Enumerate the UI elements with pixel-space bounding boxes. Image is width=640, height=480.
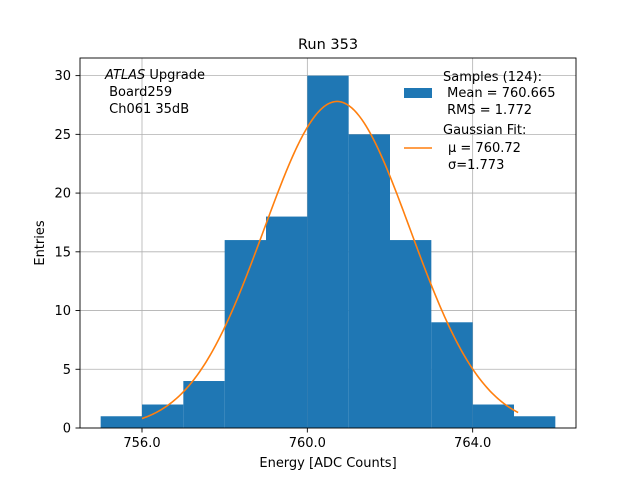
annotation-line-2: Board259: [105, 85, 172, 100]
histogram-bar: [348, 134, 390, 428]
y-tick-label: 0: [63, 422, 71, 437]
y-tick-label: 5: [63, 363, 71, 378]
legend: Samples (124): Mean = 760.665 RMS = 1.77…: [404, 70, 555, 173]
histogram-bar: [431, 322, 473, 428]
x-axis-label: Energy [ADC Counts]: [259, 456, 396, 471]
y-tick-label: 15: [54, 245, 71, 260]
histogram-bar: [514, 416, 556, 428]
histogram-bar: [183, 381, 225, 428]
histogram-bar: [224, 240, 266, 428]
y-tick-label: 30: [54, 69, 71, 84]
info-annotation: ATLAS Upgrade Board259 Ch061 35dB: [104, 68, 205, 117]
y-tick-label: 25: [54, 128, 71, 143]
x-tick-label: 764.0: [454, 436, 491, 451]
legend-samples-rms: RMS = 1.772: [443, 103, 532, 118]
legend-fit-sigma: σ=1.773: [448, 158, 504, 173]
x-tick-label: 760.0: [289, 436, 326, 451]
x-axis-ticks: 756.0 760.0 764.0: [123, 428, 491, 451]
annotation-line-1: ATLAS Upgrade: [104, 68, 205, 83]
histogram-bar: [390, 240, 432, 428]
legend-fit-mu: μ = 760.72: [448, 141, 521, 156]
legend-samples-mean: Mean = 760.665: [443, 86, 555, 101]
histogram-bar: [142, 404, 184, 428]
y-axis-label: Entries: [33, 220, 48, 266]
histogram-bars: [100, 75, 556, 428]
histogram-bar: [307, 75, 349, 428]
histogram-bar: [266, 216, 308, 428]
histogram-bar: [472, 404, 514, 428]
gaussian-fit-line: [141, 100, 519, 420]
y-axis-ticks: 0 5 10 15 20 25 30: [54, 69, 80, 437]
legend-fit-title: Gaussian Fit:: [443, 123, 526, 138]
chart-title: Run 353: [298, 37, 358, 53]
y-tick-label: 10: [54, 304, 71, 319]
legend-samples-title: Samples (124):: [443, 70, 542, 85]
x-tick-label: 756.0: [123, 436, 160, 451]
annotation-line-3: Ch061 35dB: [105, 102, 189, 117]
y-tick-label: 20: [54, 187, 71, 202]
legend-samples-patch: [404, 88, 432, 98]
histogram-bar: [100, 416, 142, 428]
plot-frame: [79, 57, 577, 429]
